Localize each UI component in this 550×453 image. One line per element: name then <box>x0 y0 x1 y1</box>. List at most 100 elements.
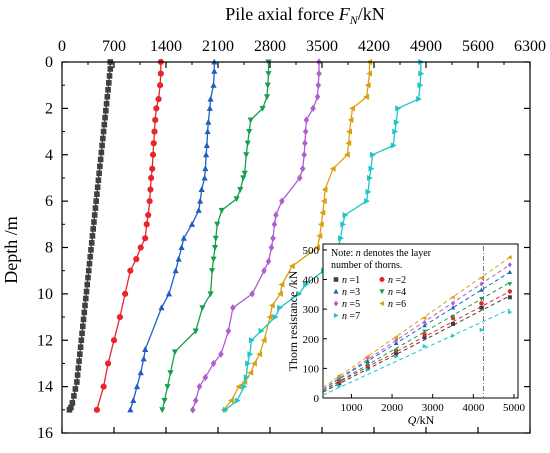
inset-note-prefix: Note: <box>331 248 356 259</box>
main-series-point <box>302 127 309 136</box>
main-series-point <box>273 211 279 219</box>
main-x-tick-label: 0 <box>58 38 66 55</box>
main-series-point <box>85 274 91 281</box>
main-series-point <box>210 359 217 368</box>
inset-point-series-1 <box>451 321 455 326</box>
main-series-point <box>211 67 218 74</box>
main-x-tick-label: 3500 <box>306 38 338 55</box>
inset-x-tick-label: 3000 <box>422 402 445 414</box>
main-series-point <box>188 220 196 227</box>
main-series-point <box>98 149 105 156</box>
main-series-1 <box>66 59 114 413</box>
main-series-7 <box>222 58 425 413</box>
main-series-point <box>393 119 400 126</box>
inset-point-series-5 <box>479 281 484 287</box>
main-series-point <box>277 290 283 297</box>
main-series-point <box>69 400 76 406</box>
main-series-point <box>107 66 114 72</box>
main-x-tick-label: 4200 <box>358 38 390 55</box>
main-series-point <box>87 253 94 260</box>
inset-point-series-7 <box>422 343 427 349</box>
main-series-point <box>260 337 267 344</box>
inset-legend-value: =4 <box>393 287 406 298</box>
main-y-axis-title: Depth /m <box>1 216 21 284</box>
main-series-point <box>225 327 232 335</box>
main-series-point <box>106 80 112 86</box>
inset-y-tick-label: 200 <box>303 334 320 346</box>
main-series-point <box>66 407 73 413</box>
main-series-point <box>265 257 272 266</box>
main-series-point <box>237 187 244 193</box>
inset-legend-var: n <box>342 287 347 298</box>
main-series-point <box>157 70 164 77</box>
main-series-point <box>199 305 206 312</box>
main-series-point <box>95 177 102 184</box>
main-series-point <box>240 175 247 182</box>
main-series-point <box>302 139 308 147</box>
main-series-point <box>241 383 248 390</box>
main-y-tick-label: 16 <box>37 425 53 442</box>
main-series-point <box>203 142 210 148</box>
main-series-point <box>94 184 101 191</box>
main-series-point <box>243 152 250 159</box>
main-series-point <box>164 384 171 390</box>
main-series-point <box>247 351 254 358</box>
main-series-5 <box>189 58 322 414</box>
main-series-point <box>301 151 307 159</box>
main-series-point <box>80 316 87 323</box>
main-series-point <box>91 219 97 225</box>
main-x-tick-label: 4900 <box>410 38 442 55</box>
main-series-point <box>81 309 88 316</box>
inset-point-series-1 <box>422 335 427 340</box>
main-series-point <box>127 406 134 413</box>
main-x-axis-title: Pile axial force FN/kN <box>225 4 384 27</box>
main-series-point <box>133 256 140 263</box>
main-series-point <box>189 406 196 414</box>
main-x-axis-title-var: F <box>338 4 351 24</box>
main-series-point <box>197 197 204 204</box>
main-series-point <box>349 105 355 112</box>
main-series-point <box>103 100 110 107</box>
main-series-point <box>272 313 279 321</box>
inset-point-series-7 <box>451 333 456 339</box>
main-series-point <box>89 233 96 239</box>
main-series-point <box>202 165 209 172</box>
inset-legend-marker <box>333 312 339 319</box>
main-series-point <box>303 281 310 288</box>
inset-legend-value: =6 <box>393 299 406 310</box>
inset-y-tick-label: 500 <box>303 245 320 257</box>
inset-legend-var: n <box>388 299 393 310</box>
inset-legend-var: n <box>388 287 393 298</box>
inset-legend-label: n =3 <box>342 287 360 298</box>
inset-legend-marker <box>333 277 339 282</box>
main-series-point <box>100 135 106 142</box>
inset-x-tick-label: 5000 <box>503 402 526 414</box>
inset-point-series-4 <box>479 296 484 302</box>
main-series-point <box>259 105 266 112</box>
inset-legend-marker <box>379 289 385 295</box>
main-series-point <box>127 267 134 274</box>
main-series-point <box>314 93 321 101</box>
main-series-point <box>204 128 211 135</box>
main-series-point <box>367 174 373 182</box>
inset-legend-value: =3 <box>347 287 360 298</box>
main-series-point <box>418 70 425 77</box>
inset-fit-line-1 <box>322 295 511 393</box>
main-series-point <box>329 165 336 172</box>
inset-legend-marker <box>333 300 339 307</box>
inset-point-series-6 <box>450 295 455 300</box>
main-series-point <box>159 407 166 414</box>
main-series-point <box>156 82 164 89</box>
inset-point-series-7 <box>508 309 513 315</box>
main-series-point <box>75 365 82 371</box>
main-series-point <box>340 221 347 228</box>
main-series-point <box>247 369 254 376</box>
main-series-point <box>234 397 241 404</box>
main-series-point <box>150 140 157 147</box>
main-series-point <box>210 81 217 88</box>
main-series-point <box>296 290 303 297</box>
main-series-point <box>192 328 199 335</box>
main-axis-ticks: 0 700 1400 2100 2800 3500 4200 4900 5600 63000246… <box>37 38 546 442</box>
inset-x-tick-label: 1000 <box>340 402 363 414</box>
main-y-tick-label: 0 <box>45 54 53 71</box>
